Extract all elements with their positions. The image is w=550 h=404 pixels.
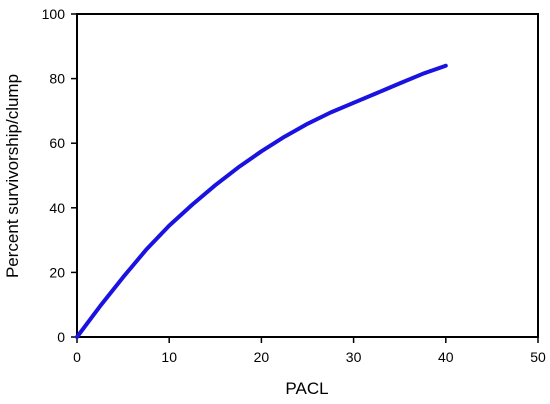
y-axis: 0 20 40 60 80 100 [42, 6, 77, 345]
series-layer [75, 63, 448, 339]
y-tick-label: 0 [57, 329, 65, 345]
x-tick-label: 0 [73, 349, 81, 365]
x-tick-label: 30 [346, 349, 362, 365]
y-tick-label: 40 [49, 200, 65, 216]
x-axis-title: PACL [285, 379, 328, 398]
series-line [75, 63, 448, 339]
y-tick-label: 60 [49, 135, 65, 151]
x-tick-label: 50 [530, 349, 546, 365]
y-tick-label: 20 [49, 264, 65, 280]
x-tick-label: 40 [438, 349, 454, 365]
plot-area [76, 13, 539, 338]
y-axis-title: Percent survivorship/clump [3, 74, 22, 278]
y-tick-label: 100 [42, 6, 66, 22]
y-tick-label: 80 [49, 71, 65, 87]
x-tick-label: 10 [161, 349, 177, 365]
x-axis: 0 10 20 30 40 50 [73, 337, 546, 365]
x-tick-label: 20 [254, 349, 270, 365]
